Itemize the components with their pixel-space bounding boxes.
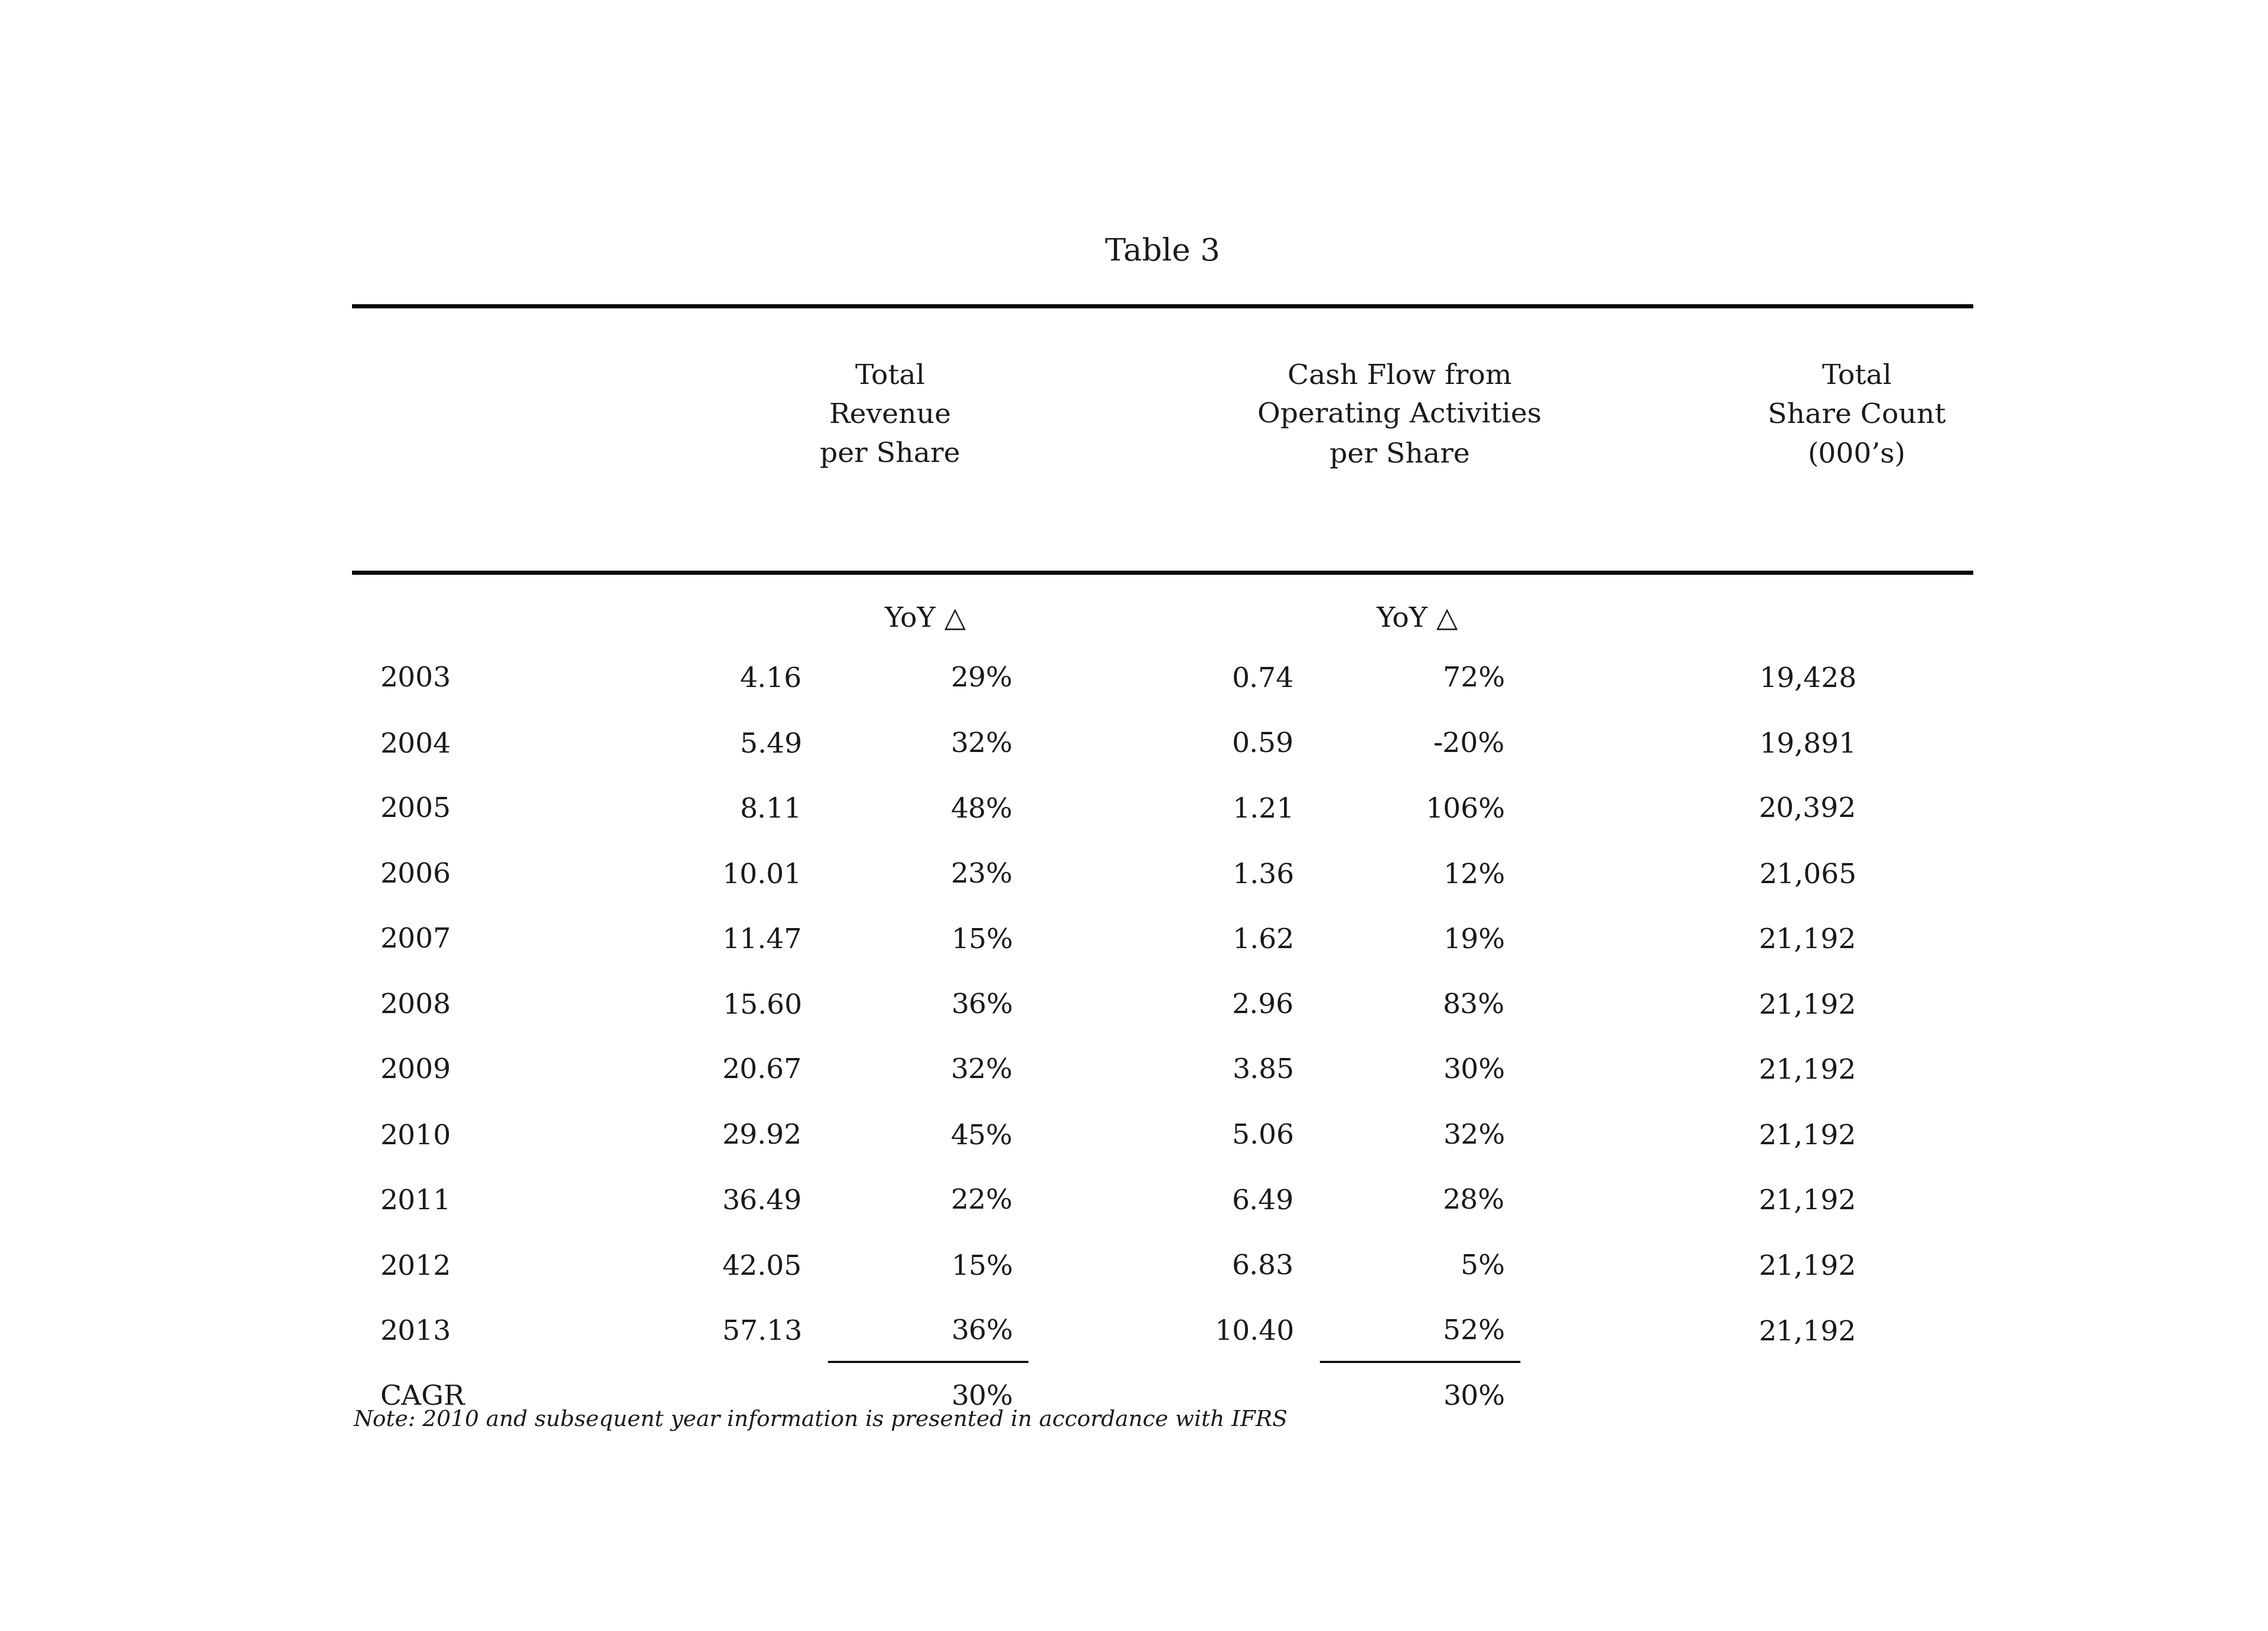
Text: 2003: 2003	[381, 665, 451, 693]
Text: 36%: 36%	[950, 992, 1014, 1019]
Text: 12%: 12%	[1442, 861, 1506, 889]
Text: -20%: -20%	[1433, 731, 1506, 758]
Text: 29%: 29%	[950, 665, 1014, 693]
Text: 20.67: 20.67	[721, 1057, 803, 1085]
Text: 5%: 5%	[1461, 1254, 1506, 1280]
Text: 32%: 32%	[950, 1057, 1014, 1085]
Text: 10.01: 10.01	[721, 861, 803, 889]
Text: Table 3: Table 3	[1105, 236, 1220, 267]
Text: 2009: 2009	[381, 1057, 451, 1085]
Text: 2.96: 2.96	[1232, 992, 1295, 1019]
Text: 2011: 2011	[381, 1189, 451, 1215]
Text: 21,192: 21,192	[1760, 926, 1857, 954]
Text: 2004: 2004	[381, 731, 451, 758]
Text: Note: 2010 and subsequent year information is presented in accordance with IFRS: Note: 2010 and subsequent year informati…	[354, 1409, 1288, 1430]
Text: 2005: 2005	[381, 796, 451, 824]
Text: 6.83: 6.83	[1232, 1254, 1295, 1280]
Text: 2008: 2008	[381, 992, 451, 1019]
Text: 52%: 52%	[1442, 1319, 1506, 1346]
Text: 0.74: 0.74	[1232, 665, 1295, 693]
Text: 36.49: 36.49	[721, 1189, 803, 1215]
Text: Total
Share Count
(000’s): Total Share Count (000’s)	[1767, 362, 1946, 468]
Text: 3.85: 3.85	[1232, 1057, 1295, 1085]
Text: 32%: 32%	[950, 731, 1014, 758]
Text: 0.59: 0.59	[1232, 731, 1295, 758]
Text: 19,891: 19,891	[1760, 731, 1857, 758]
Text: 1.62: 1.62	[1232, 926, 1295, 954]
Text: 106%: 106%	[1424, 796, 1506, 824]
Text: 15%: 15%	[950, 1254, 1014, 1280]
Text: 20,392: 20,392	[1760, 796, 1857, 824]
Text: 4.16: 4.16	[739, 665, 803, 693]
Text: 30%: 30%	[1442, 1057, 1506, 1085]
Text: 19%: 19%	[1442, 926, 1506, 954]
Text: 8.11: 8.11	[739, 796, 803, 824]
Text: 28%: 28%	[1442, 1189, 1506, 1215]
Text: Total
Revenue
per Share: Total Revenue per Share	[819, 362, 959, 468]
Text: 21,192: 21,192	[1760, 1124, 1857, 1150]
Text: 48%: 48%	[950, 796, 1014, 824]
Text: 5.49: 5.49	[739, 731, 803, 758]
Text: 29.92: 29.92	[721, 1124, 803, 1150]
Text: 30%: 30%	[1442, 1385, 1506, 1411]
Text: 2010: 2010	[381, 1124, 451, 1150]
Text: 21,192: 21,192	[1760, 1254, 1857, 1280]
Text: 2006: 2006	[381, 861, 451, 889]
Text: 21,192: 21,192	[1760, 992, 1857, 1019]
Text: 21,192: 21,192	[1760, 1319, 1857, 1346]
Text: 72%: 72%	[1442, 665, 1506, 693]
Text: 42.05: 42.05	[721, 1254, 803, 1280]
Text: 45%: 45%	[950, 1124, 1014, 1150]
Text: 5.06: 5.06	[1232, 1124, 1295, 1150]
Text: 32%: 32%	[1442, 1124, 1506, 1150]
Text: 21,065: 21,065	[1760, 861, 1857, 889]
Text: 21,192: 21,192	[1760, 1057, 1857, 1085]
Text: 1.36: 1.36	[1232, 861, 1295, 889]
Text: 11.47: 11.47	[721, 926, 803, 954]
Text: YoY △: YoY △	[885, 605, 966, 633]
Text: 1.21: 1.21	[1232, 796, 1295, 824]
Text: 19,428: 19,428	[1760, 665, 1857, 693]
Text: 15%: 15%	[950, 926, 1014, 954]
Text: 23%: 23%	[950, 861, 1014, 889]
Text: 2007: 2007	[381, 926, 451, 954]
Text: 30%: 30%	[950, 1385, 1014, 1411]
Text: 2013: 2013	[381, 1319, 451, 1346]
Text: 36%: 36%	[950, 1319, 1014, 1346]
Text: 57.13: 57.13	[721, 1319, 803, 1346]
Text: 15.60: 15.60	[721, 992, 803, 1019]
Text: 10.40: 10.40	[1213, 1319, 1295, 1346]
Text: YoY △: YoY △	[1377, 605, 1458, 633]
Text: Cash Flow from
Operating Activities
per Share: Cash Flow from Operating Activities per …	[1256, 362, 1542, 468]
Text: 83%: 83%	[1442, 992, 1506, 1019]
Text: CAGR: CAGR	[381, 1385, 465, 1411]
Text: 2012: 2012	[381, 1254, 451, 1280]
Text: 6.49: 6.49	[1232, 1189, 1295, 1215]
Text: 21,192: 21,192	[1760, 1189, 1857, 1215]
Text: 22%: 22%	[950, 1189, 1014, 1215]
